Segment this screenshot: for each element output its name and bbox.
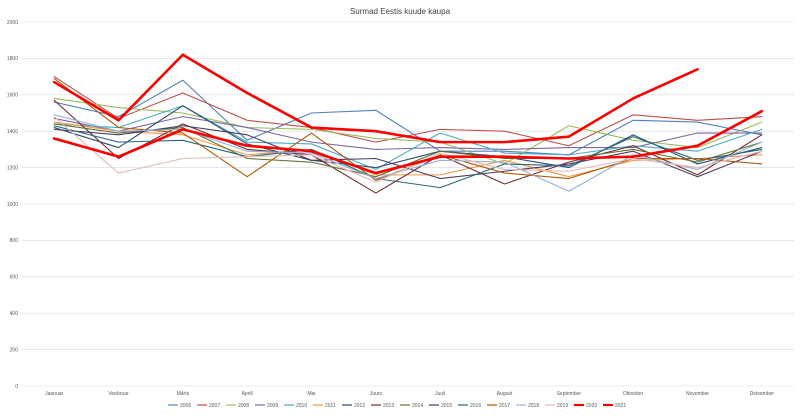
y-tick-label: 1000 bbox=[7, 202, 18, 208]
legend-label-2010: 2010 bbox=[296, 403, 307, 409]
y-tick-label: 1800 bbox=[7, 56, 18, 62]
y-tick-label: 600 bbox=[10, 275, 19, 281]
series-line-2013 bbox=[53, 99, 763, 194]
chart-title: Surmad Eestis kuude kaupa bbox=[350, 7, 451, 16]
legend-label-2020: 2020 bbox=[586, 403, 597, 409]
legend-label-2008: 2008 bbox=[238, 403, 249, 409]
legend-label-2014: 2014 bbox=[412, 403, 423, 409]
x-tick-label: Jaanuar bbox=[45, 391, 63, 397]
x-tick-label: Aprill bbox=[242, 391, 253, 397]
x-axis-ticks: Jaanuar Veebruar Märts Aprill Mai Juuni Juuli A… bbox=[45, 391, 774, 397]
series-line-2009 bbox=[53, 116, 763, 150]
y-tick-label: 200 bbox=[10, 347, 19, 353]
x-tick-label: Detsember bbox=[750, 391, 775, 397]
legend-label-2019: 2019 bbox=[557, 403, 568, 409]
legend-label-2006: 2006 bbox=[180, 403, 191, 409]
x-tick-label: September bbox=[557, 391, 582, 397]
legend-label-2017: 2017 bbox=[499, 403, 510, 409]
legend-label-2016: 2016 bbox=[470, 403, 481, 409]
x-tick-label: Juuli bbox=[435, 391, 445, 397]
legend-label-2009: 2009 bbox=[267, 403, 278, 409]
series-line-2021 bbox=[52, 109, 764, 175]
series-line-2012 bbox=[53, 105, 763, 169]
series-line-2019 bbox=[53, 116, 763, 183]
y-tick-label: 1200 bbox=[7, 165, 18, 171]
x-tick-label: August bbox=[497, 391, 513, 397]
legend: 2006 2007 2008 2009 2010 2011 2012 2013 2014 2015… bbox=[168, 403, 626, 409]
y-tick-label: 2000 bbox=[7, 20, 18, 26]
legend-label-2013: 2013 bbox=[383, 403, 394, 409]
x-tick-label: Mai bbox=[307, 391, 315, 397]
y-tick-label: 1400 bbox=[7, 129, 18, 135]
x-tick-label: Märts bbox=[177, 391, 190, 397]
legend-label-2012: 2012 bbox=[354, 403, 365, 409]
x-tick-label: November bbox=[686, 391, 709, 397]
series-line-2006 bbox=[53, 79, 763, 156]
y-tick-label: 400 bbox=[10, 311, 19, 317]
legend-label-2015: 2015 bbox=[441, 403, 452, 409]
series-line-2020 bbox=[52, 53, 699, 144]
series-line-2016 bbox=[53, 125, 763, 189]
x-tick-label: Oktoober bbox=[623, 391, 644, 397]
x-tick-label: Veebruar bbox=[108, 391, 129, 397]
legend-label-2007: 2007 bbox=[209, 403, 220, 409]
legend-label-2011: 2011 bbox=[325, 403, 336, 409]
legend-label-2018: 2018 bbox=[528, 403, 539, 409]
series-line-2010 bbox=[53, 105, 763, 170]
y-tick-label: 0 bbox=[15, 384, 18, 390]
legend-label-2021: 2021 bbox=[615, 403, 626, 409]
x-tick-label: Juuni bbox=[370, 391, 382, 397]
series-lines bbox=[52, 53, 764, 194]
y-tick-label: 1600 bbox=[7, 93, 18, 99]
series-line-2018 bbox=[53, 114, 763, 192]
y-tick-label: 800 bbox=[10, 238, 19, 244]
gridlines bbox=[22, 21, 794, 387]
y-axis-ticks: 0 200 400 600 800 1000 1200 1400 1600 1800 2000 bbox=[7, 20, 18, 390]
